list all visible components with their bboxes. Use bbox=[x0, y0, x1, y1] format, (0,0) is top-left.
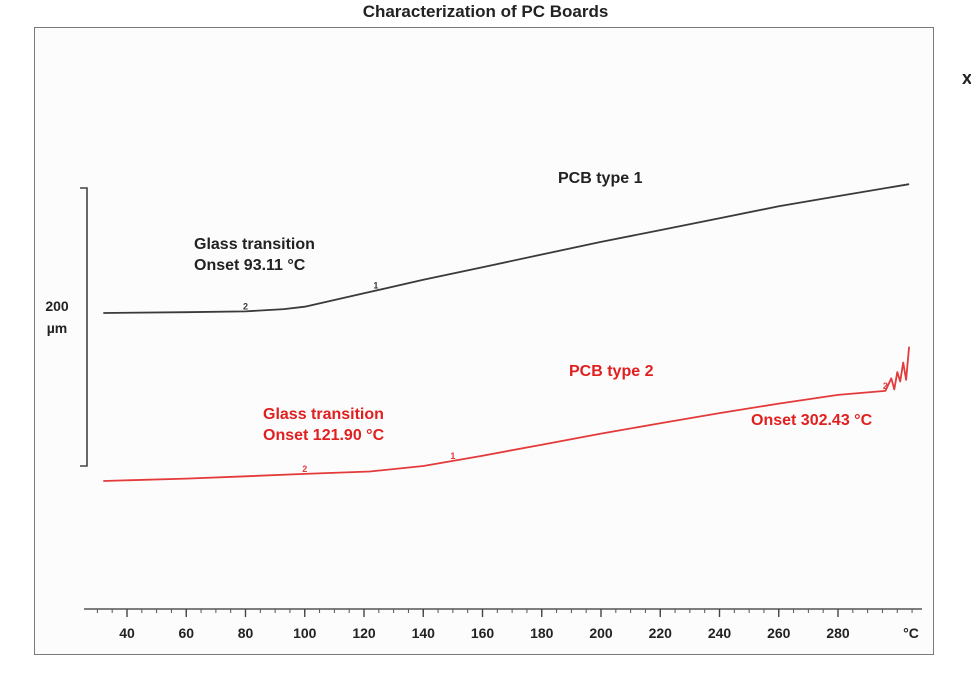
scale-bar-unit: µm bbox=[47, 320, 68, 336]
x-axis-unit-label: °C bbox=[903, 625, 919, 641]
series-label-pcb-type-2: PCB type 2 bbox=[569, 363, 654, 380]
x-tick-label: 140 bbox=[412, 625, 436, 641]
x-tick-label: 200 bbox=[589, 625, 613, 641]
onset-marker: 2 bbox=[883, 381, 888, 391]
x-tick-label: 180 bbox=[530, 625, 554, 641]
x-tick-label: 220 bbox=[649, 625, 673, 641]
x-tick-label: 120 bbox=[352, 625, 376, 641]
annotation-glass-transition-pcb-2: Glass transition Onset 121.90 °C bbox=[263, 406, 385, 444]
onset-marker: 1 bbox=[450, 451, 455, 461]
series-label-pcb-type-1: PCB type 1 bbox=[558, 170, 643, 187]
onset-marker: 2 bbox=[302, 464, 307, 474]
annotation-line: PCB type 1 bbox=[558, 170, 643, 187]
annotation-line: Onset 121.90 °C bbox=[263, 427, 385, 444]
scale-bar-value: 200 bbox=[45, 298, 69, 314]
x-tick-label: 280 bbox=[826, 625, 850, 641]
x-tick-label: 260 bbox=[767, 625, 791, 641]
x-tick-label: 80 bbox=[238, 625, 254, 641]
annotation-line: Onset 302.43 °C bbox=[751, 412, 873, 429]
annotation-line: Onset 93.11 °C bbox=[194, 257, 306, 274]
scale-bar bbox=[80, 187, 88, 467]
x-tick-label: 40 bbox=[119, 625, 135, 641]
series-line-pcb-type-2 bbox=[103, 346, 910, 482]
chart-frame bbox=[34, 27, 934, 655]
edge-fragment-text: x bbox=[962, 68, 971, 88]
onset-marker: 1 bbox=[373, 281, 378, 291]
annotation-line: PCB type 2 bbox=[569, 363, 654, 380]
annotation-glass-transition-pcb-1: Glass transition Onset 93.11 °C bbox=[194, 236, 315, 274]
annotation-onset-302: Onset 302.43 °C bbox=[751, 412, 873, 429]
annotation-line: Glass transition bbox=[194, 236, 315, 253]
chart-title: Characterization of PC Boards bbox=[362, 2, 609, 21]
annotation-line: Glass transition bbox=[263, 406, 384, 423]
x-tick-label: 60 bbox=[178, 625, 194, 641]
onset-marker: 2 bbox=[243, 301, 248, 311]
series-line-pcb-type-1 bbox=[103, 183, 910, 314]
x-tick-label: 240 bbox=[708, 625, 732, 641]
x-tick-label: 100 bbox=[293, 625, 317, 641]
x-tick-label: 160 bbox=[471, 625, 495, 641]
